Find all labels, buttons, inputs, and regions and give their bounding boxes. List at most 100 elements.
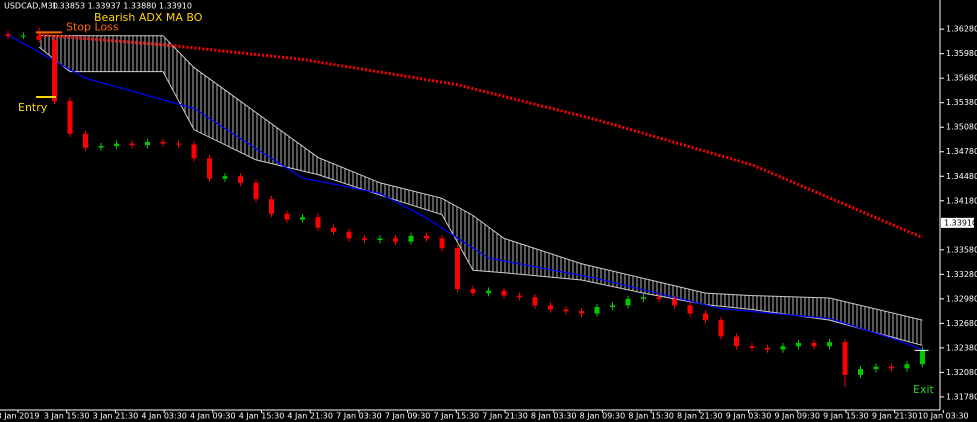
x-tick-label: 7 Jan 21:30: [482, 412, 528, 421]
candle-body: [579, 311, 584, 314]
candle-body: [253, 182, 259, 200]
current-price-label: 1.33910: [944, 218, 977, 227]
candle-body: [331, 227, 336, 232]
cloud-span-a: [39, 35, 923, 321]
x-tick-label: 8 Jan 15:30: [628, 412, 674, 421]
current-price-box: [941, 217, 974, 228]
x-tick-label: 4 Jan 21:30: [287, 412, 333, 421]
candle-body: [222, 176, 228, 179]
candle-body: [703, 313, 708, 321]
x-tick-label: 8 Jan 21:30: [677, 412, 723, 421]
candle-body: [393, 238, 398, 242]
y-tick-label: 1.35080: [946, 123, 977, 132]
candle-body: [842, 342, 848, 375]
x-tick-label: 3 Jan 21:30: [93, 412, 139, 421]
candle-body: [377, 238, 383, 241]
cloud-span-b: [38, 46, 923, 346]
candle-body: [672, 298, 677, 306]
candle-body: [21, 35, 26, 37]
candle-body: [610, 305, 615, 308]
candle-body: [858, 369, 863, 375]
candle-body: [625, 298, 631, 306]
y-tick-label: 1.34780: [946, 147, 977, 156]
x-tick-label: 7 Jan 09:30: [385, 412, 431, 421]
candle-body: [176, 143, 181, 145]
candle-body: [5, 34, 11, 36]
candle-body: [749, 346, 755, 348]
y-tick-label: 1.36280: [946, 25, 977, 34]
candle-body: [362, 238, 367, 241]
candle-body: [796, 342, 801, 347]
candle-body: [920, 350, 925, 365]
candle-body: [811, 342, 817, 347]
quote: 1.33853 1.33937 1.33880 1.33910: [52, 2, 192, 11]
candle-body: [517, 295, 522, 298]
y-tick-label: 1.34180: [946, 196, 977, 205]
y-tick-label: 1.32680: [946, 319, 977, 328]
candle-body: [83, 133, 88, 148]
x-tick-label: 9 Jan 15:30: [823, 412, 869, 421]
candle-body: [563, 309, 569, 312]
candle-body: [52, 39, 57, 102]
strategy-label: Bearish ADX MA BO: [94, 11, 203, 24]
y-tick-label: 1.35380: [946, 98, 977, 107]
candle-body: [718, 320, 724, 337]
candle-body: [129, 143, 135, 146]
y-tick-label: 1.34480: [946, 172, 977, 181]
candle-body: [873, 366, 879, 370]
x-tick-label: 3 Jan 15:30: [44, 412, 90, 421]
y-tick-label: 1.32080: [946, 368, 977, 377]
candle-body: [439, 238, 445, 249]
candle-body: [408, 235, 414, 242]
ma-line: [38, 33, 924, 239]
candle-body: [67, 101, 73, 134]
candle-body: [284, 213, 290, 220]
x-tick-label: 8 Jan 09:30: [580, 412, 626, 421]
candle-body: [486, 290, 491, 294]
candle-body: [904, 364, 910, 369]
candle-body: [827, 342, 832, 347]
candle-body: [641, 297, 646, 299]
candle-body: [734, 336, 739, 347]
candle-body: [501, 290, 507, 296]
candle-body: [687, 305, 693, 314]
y-tick-label: 1.32980: [946, 294, 977, 303]
x-tick-label: 4 Jan 03:30: [141, 412, 187, 421]
candle-body: [656, 297, 662, 299]
y-tick-label: 1.35980: [946, 49, 977, 58]
candle-body: [300, 217, 305, 220]
x-tick-label: 9 Jan 21:30: [872, 412, 918, 421]
cloud-fill: [39, 35, 923, 346]
candle-body: [780, 346, 786, 350]
candle-body: [455, 248, 460, 290]
x-tick-label: 9 Jan 03:30: [726, 412, 772, 421]
kijun-line: [7, 34, 923, 351]
candle-body: [315, 217, 321, 228]
candle-body: [145, 141, 150, 146]
candle-body: [765, 347, 770, 350]
y-tick-label: 1.33280: [946, 270, 977, 279]
candle-body: [238, 176, 243, 183]
exit-label: Exit: [913, 383, 935, 396]
candle-body: [98, 146, 104, 148]
entry-label: Entry: [18, 101, 48, 114]
x-tick-label: 4 Jan 09:30: [190, 412, 236, 421]
x-tick-label: 9 Jan 09:30: [774, 412, 820, 421]
x-tick-label: 7 Jan 15:30: [434, 412, 480, 421]
x-tick-label: 10 Jan 03:30: [918, 412, 969, 421]
candle-body: [269, 199, 274, 214]
candle-body: [532, 297, 538, 306]
y-tick-label: 1.31780: [946, 392, 977, 401]
candle-body: [191, 144, 197, 159]
stop-loss-label: Stop Loss: [66, 20, 119, 33]
candle-body: [594, 307, 600, 314]
candle-body: [160, 141, 166, 144]
candle-body: [114, 143, 119, 147]
candle-body: [548, 305, 553, 310]
chart-title: USDCAD,M30: [4, 2, 58, 11]
y-tick-label: 1.32380: [946, 343, 977, 352]
plot: [5, 27, 925, 388]
candle-body: [424, 235, 429, 239]
